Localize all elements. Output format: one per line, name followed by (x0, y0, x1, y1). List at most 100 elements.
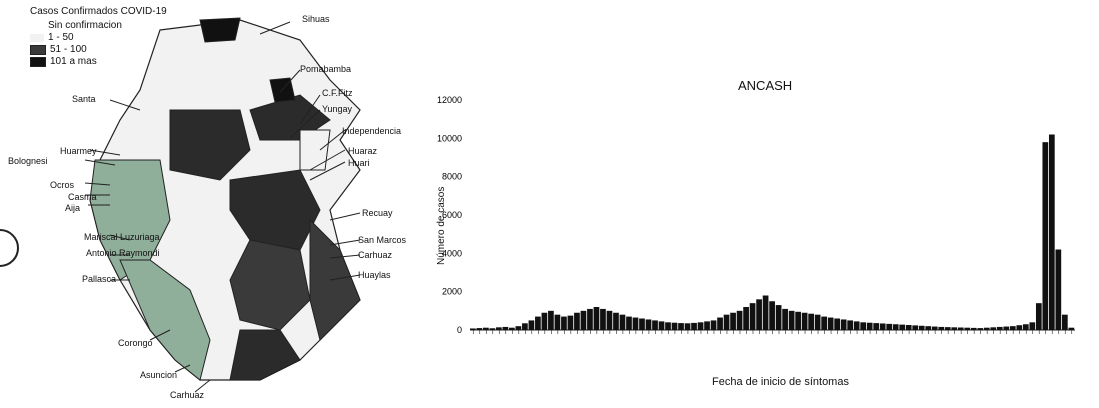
bar (1042, 142, 1049, 330)
edge-circle (0, 229, 19, 267)
bar (814, 314, 821, 330)
bar (470, 328, 476, 330)
bar (756, 299, 762, 330)
bar (860, 322, 867, 330)
bar (587, 308, 593, 330)
bar (808, 313, 814, 330)
leader-line (329, 212, 361, 221)
bar (905, 325, 912, 330)
bar (730, 312, 736, 330)
bar (762, 295, 769, 330)
bar (723, 314, 730, 330)
bar (1068, 327, 1075, 330)
bar (775, 305, 782, 330)
province-label: Sihuas (302, 14, 330, 24)
bar (697, 322, 704, 330)
bar (554, 314, 561, 330)
bar (710, 320, 717, 330)
province-bolognesi (229, 329, 301, 381)
province-label: Casma (68, 192, 97, 202)
bar (892, 324, 899, 330)
province-label: Antonio Raymondi (86, 248, 160, 258)
bar (632, 317, 639, 330)
bar (873, 323, 880, 330)
province-label: Corongo (118, 338, 153, 348)
bar (606, 310, 613, 330)
bar (580, 310, 587, 330)
province-label: Mariscal Luzuriaga (84, 232, 160, 242)
bar (522, 323, 528, 330)
bar (957, 327, 964, 330)
y-tick-label: 6000 (442, 210, 462, 220)
legend-item: 1 - 50 (30, 32, 74, 43)
legend-swatch (30, 33, 44, 42)
bar (704, 321, 710, 331)
province-huari (309, 218, 361, 341)
leader-line (109, 234, 131, 241)
leader-line (299, 94, 321, 125)
leader-line (309, 149, 346, 171)
province-independencia (299, 129, 331, 171)
leader-line (259, 21, 291, 35)
leader-line (84, 159, 116, 166)
legend-label: 1 - 50 (48, 32, 74, 43)
province-label: Pallasca (82, 274, 117, 284)
bar (879, 323, 886, 330)
bar (951, 327, 958, 330)
leader-line (89, 149, 121, 156)
legend-swatch (30, 44, 46, 55)
province-label: Carhuaz (358, 250, 393, 260)
bar (743, 307, 749, 330)
province-label: Huari (348, 158, 370, 168)
bar (834, 318, 841, 330)
bar (509, 327, 515, 330)
province-label: Recuay (362, 208, 393, 218)
province-label: Huaraz (348, 146, 378, 156)
bar (782, 308, 788, 330)
legend-item: Sin confirmacion (30, 20, 122, 31)
leader-line (289, 109, 321, 139)
bar (821, 316, 827, 330)
province-label: Huarmey (60, 146, 97, 156)
bar (827, 317, 834, 330)
province-huarmey (119, 259, 211, 381)
leader-line (109, 99, 141, 111)
bar (840, 319, 847, 330)
leader-line (149, 329, 171, 341)
bar (1022, 324, 1029, 330)
legend-swatch (30, 56, 46, 67)
y-tick-label: 10000 (437, 133, 462, 143)
bar (944, 327, 951, 331)
bar (769, 301, 775, 330)
legend-item: 101 a mas (30, 56, 97, 67)
leader-line (329, 254, 361, 259)
bar (886, 323, 893, 330)
legend-item: 51 - 100 (30, 44, 87, 55)
bar (567, 315, 574, 331)
y-tick-label: 0 (457, 325, 462, 335)
bar (853, 321, 860, 331)
bar (658, 321, 665, 331)
bar (847, 320, 854, 330)
leader-line (84, 182, 111, 186)
chart-title: ANCASH (738, 78, 793, 93)
bar (866, 322, 873, 330)
leader-line (174, 364, 191, 373)
bar (918, 325, 925, 330)
province-huaylas (169, 109, 251, 181)
bar (1003, 326, 1010, 330)
province-label: Huaylas (358, 270, 391, 280)
y-tick-label: 8000 (442, 172, 462, 182)
chart-svg: 0 2000 4000 6000 8000 10000 12000 (437, 95, 1075, 335)
leader-line (309, 161, 346, 181)
map-panel: Casos Confirmados COVID-19 Sin confirmac… (0, 0, 420, 403)
province-label: Pomabamba (300, 64, 352, 74)
bar (749, 303, 756, 330)
bar (717, 317, 723, 330)
bar (1048, 134, 1055, 330)
bar (528, 320, 535, 330)
chart-panel: ANCASH Número de casos Fecha de inicio d… (420, 0, 1099, 403)
legend-label: Sin confirmacion (48, 20, 122, 31)
bar (489, 328, 496, 330)
map-svg (0, 0, 420, 403)
